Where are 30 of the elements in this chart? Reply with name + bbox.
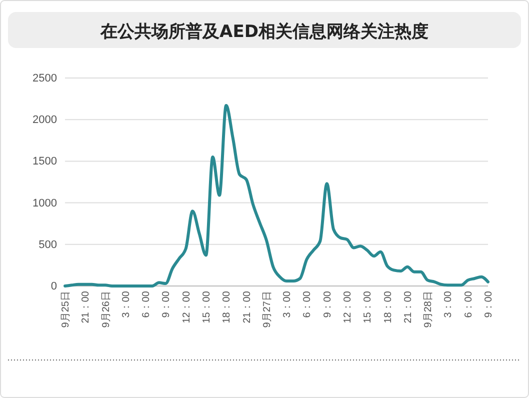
x-tick-label: 21：00 (242, 290, 253, 324)
line-series (64, 104, 490, 288)
x-tick-label: 18：00 (382, 290, 394, 324)
x-tick-label: 12：00 (342, 290, 354, 324)
x-tick-label: 3：00 (120, 290, 132, 318)
x-tick-label: 15：00 (362, 290, 374, 324)
x-tick-label: 3：00 (443, 290, 454, 318)
x-tick-label: 6：00 (302, 290, 314, 318)
x-tick-label: 9：00 (161, 290, 172, 318)
x-tick-label: 9月26日 (100, 291, 112, 328)
y-tick-label: 2000 (32, 114, 57, 126)
chart-title: 在公共场所普及AED相关信息网络关注热度 (100, 21, 428, 42)
x-tick-label: 9月27日 (262, 291, 273, 328)
x-tick-label: 9月25日 (60, 291, 72, 328)
x-tick-label: 9：00 (484, 290, 494, 318)
x-tick-label: 15：00 (202, 290, 212, 324)
y-tick-label: 500 (38, 238, 57, 251)
x-tick-label: 21：00 (80, 290, 92, 324)
x-tick-label: 6：00 (141, 290, 152, 318)
x-tick-label: 12：00 (181, 290, 192, 324)
x-tick-label: 9：00 (322, 290, 334, 318)
y-tick-label: 0 (50, 280, 57, 293)
x-tick-label: 21：00 (402, 290, 414, 324)
x-tick-label: 3：00 (282, 290, 294, 318)
y-tick-label: 2500 (32, 72, 57, 85)
x-tick-label: 6：00 (463, 290, 474, 318)
y-tick-label: 1500 (32, 156, 57, 168)
y-tick-label: 1000 (32, 197, 57, 210)
x-tick-label: 18：00 (222, 290, 233, 324)
x-tick-label: 9月28日 (423, 291, 434, 328)
